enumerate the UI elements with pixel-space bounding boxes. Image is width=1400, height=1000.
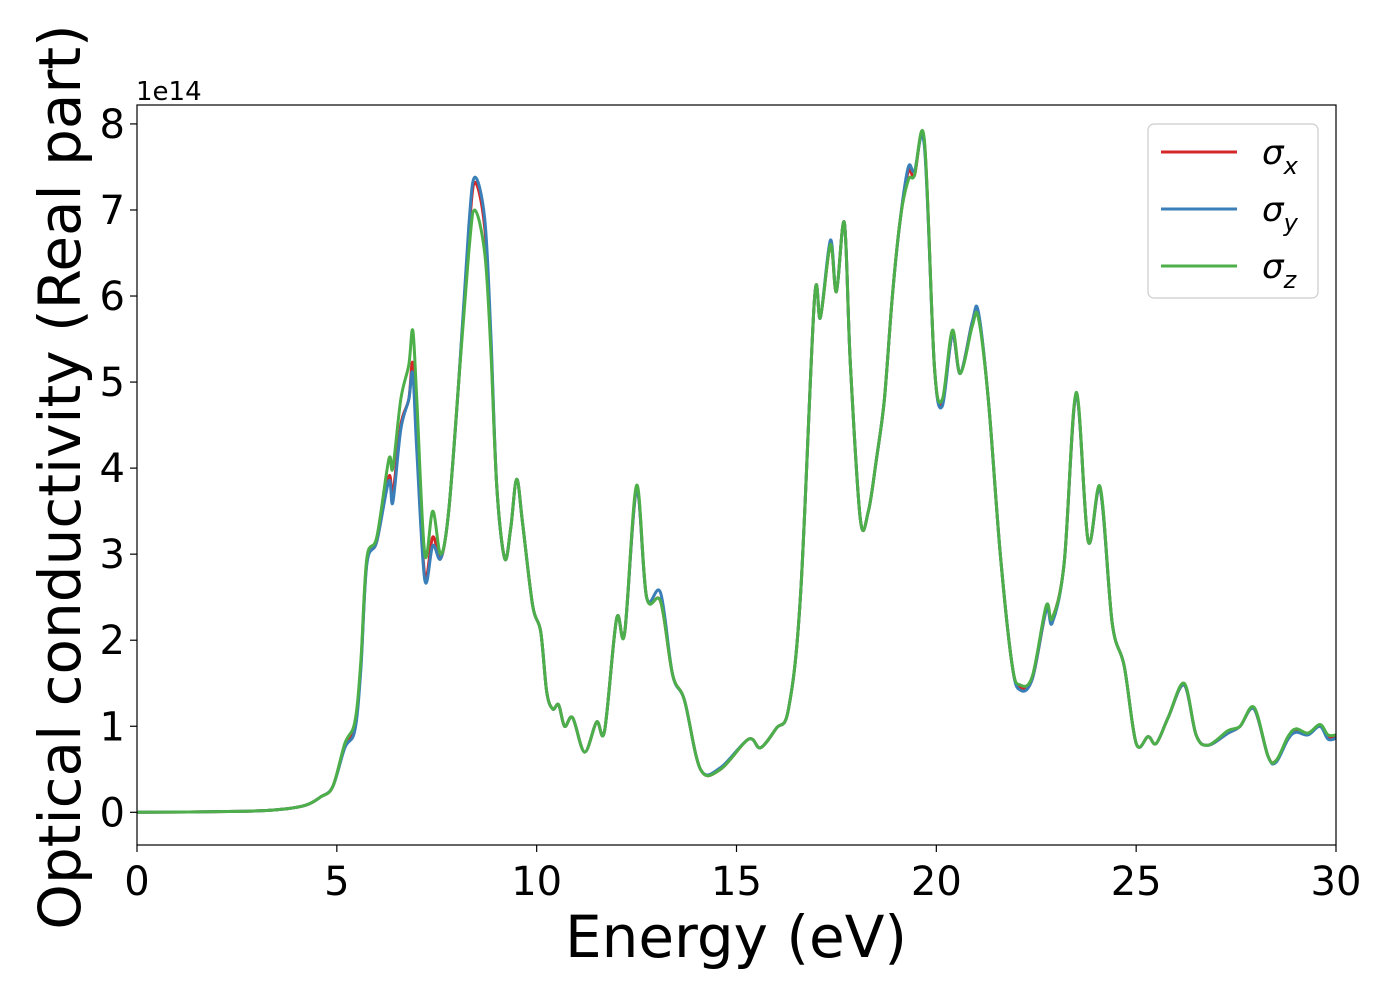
y-tick-label: 6	[100, 274, 125, 320]
legend: σx σy σz	[1147, 123, 1319, 299]
x-tick-label: 25	[1111, 859, 1162, 905]
y-tick-label: 5	[100, 360, 125, 406]
y-tick-label: 8	[100, 102, 125, 148]
y-axis-label: Optical conductivity (Real part)	[26, 24, 94, 929]
x-tick-label: 5	[324, 859, 349, 905]
legend-frame	[1147, 123, 1319, 299]
x-tick-label: 0	[124, 859, 149, 905]
legend-label-y: σy	[1262, 190, 1299, 237]
legend-label-z: σz	[1262, 247, 1298, 294]
y-tick-label: 2	[100, 618, 125, 664]
y-offset-label: 1e14	[136, 77, 202, 107]
x-tick-label: 20	[911, 859, 962, 905]
y-tick-label: 1	[100, 704, 125, 750]
y-tick-label: 0	[100, 790, 125, 836]
y-tick-label: 4	[100, 446, 125, 492]
x-tick-label: 30	[1311, 859, 1362, 905]
x-axis-label: Energy (eV)	[565, 903, 907, 971]
y-tick-label: 3	[100, 532, 125, 578]
y-tick-label: 7	[100, 188, 125, 234]
legend-label-x: σx	[1262, 133, 1299, 180]
x-tick-label: 15	[711, 859, 762, 905]
x-tick-label: 10	[511, 859, 562, 905]
series-line-z	[137, 128, 1336, 814]
